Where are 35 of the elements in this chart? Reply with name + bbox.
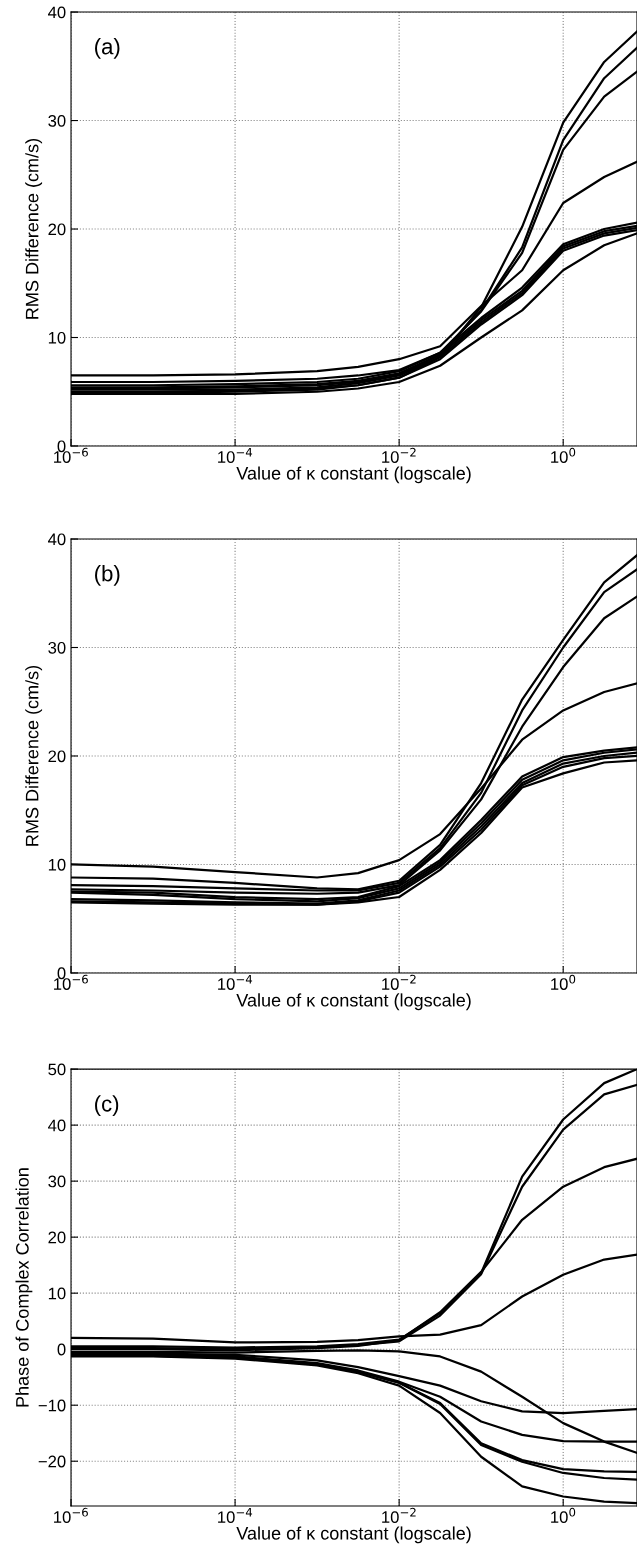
x-axis-title: Value of κ constant (logscale) — [236, 993, 471, 1011]
y-tick-label: −10 — [38, 1399, 66, 1412]
y-tick-label: 30 — [48, 1175, 66, 1188]
x-axis-title: Value of κ constant (logscale) — [236, 1526, 471, 1544]
y-tick-label: 20 — [48, 223, 66, 236]
y-tick-label: 20 — [48, 750, 66, 763]
annotation: (c) — [95, 1095, 119, 1117]
y-axis-title: Phase of Complex Correlation — [15, 1168, 33, 1407]
x-tick-label: 10$^{−2}$ — [382, 447, 416, 463]
x-tick-label: 10$^{0}$ — [551, 447, 576, 463]
y-tick-label: −20 — [38, 1455, 66, 1468]
y-tick-label: 10 — [48, 331, 66, 344]
annotation: (b) — [95, 565, 120, 586]
annotation: (a) — [95, 38, 120, 59]
y-tick-label: 50 — [48, 1063, 66, 1076]
x-tick-label: 10$^{−4}$ — [218, 1507, 253, 1524]
x-tick-label: 10$^{−2}$ — [382, 974, 416, 990]
x-tick-label: 10$^{−4}$ — [218, 974, 253, 990]
y-tick-label: 40 — [48, 1119, 66, 1132]
y-tick-label: 30 — [48, 114, 66, 127]
y-tick-label: 10 — [48, 858, 66, 871]
x-tick-label: 10$^{−4}$ — [218, 447, 253, 463]
x-tick-label: 10$^{0}$ — [551, 1507, 576, 1523]
x-tick-label: 10$^{−6}$ — [54, 1507, 88, 1523]
x-tick-label: 10$^{−2}$ — [382, 1507, 416, 1523]
y-tick-label: 40 — [48, 533, 66, 546]
x-axis-title: Value of κ constant (logscale) — [236, 466, 471, 484]
y-axis-title: RMS Difference (cm/s) — [25, 139, 43, 319]
y-tick-label: 20 — [48, 1231, 66, 1244]
x-tick-label: 10$^{0}$ — [551, 974, 576, 990]
y-tick-label: 40 — [48, 6, 66, 19]
y-tick-label: 10 — [48, 1287, 66, 1300]
y-axis-title: RMS Difference (cm/s) — [25, 665, 43, 846]
y-tick-label: 0 — [57, 1343, 66, 1356]
y-tick-label: 30 — [48, 641, 66, 654]
